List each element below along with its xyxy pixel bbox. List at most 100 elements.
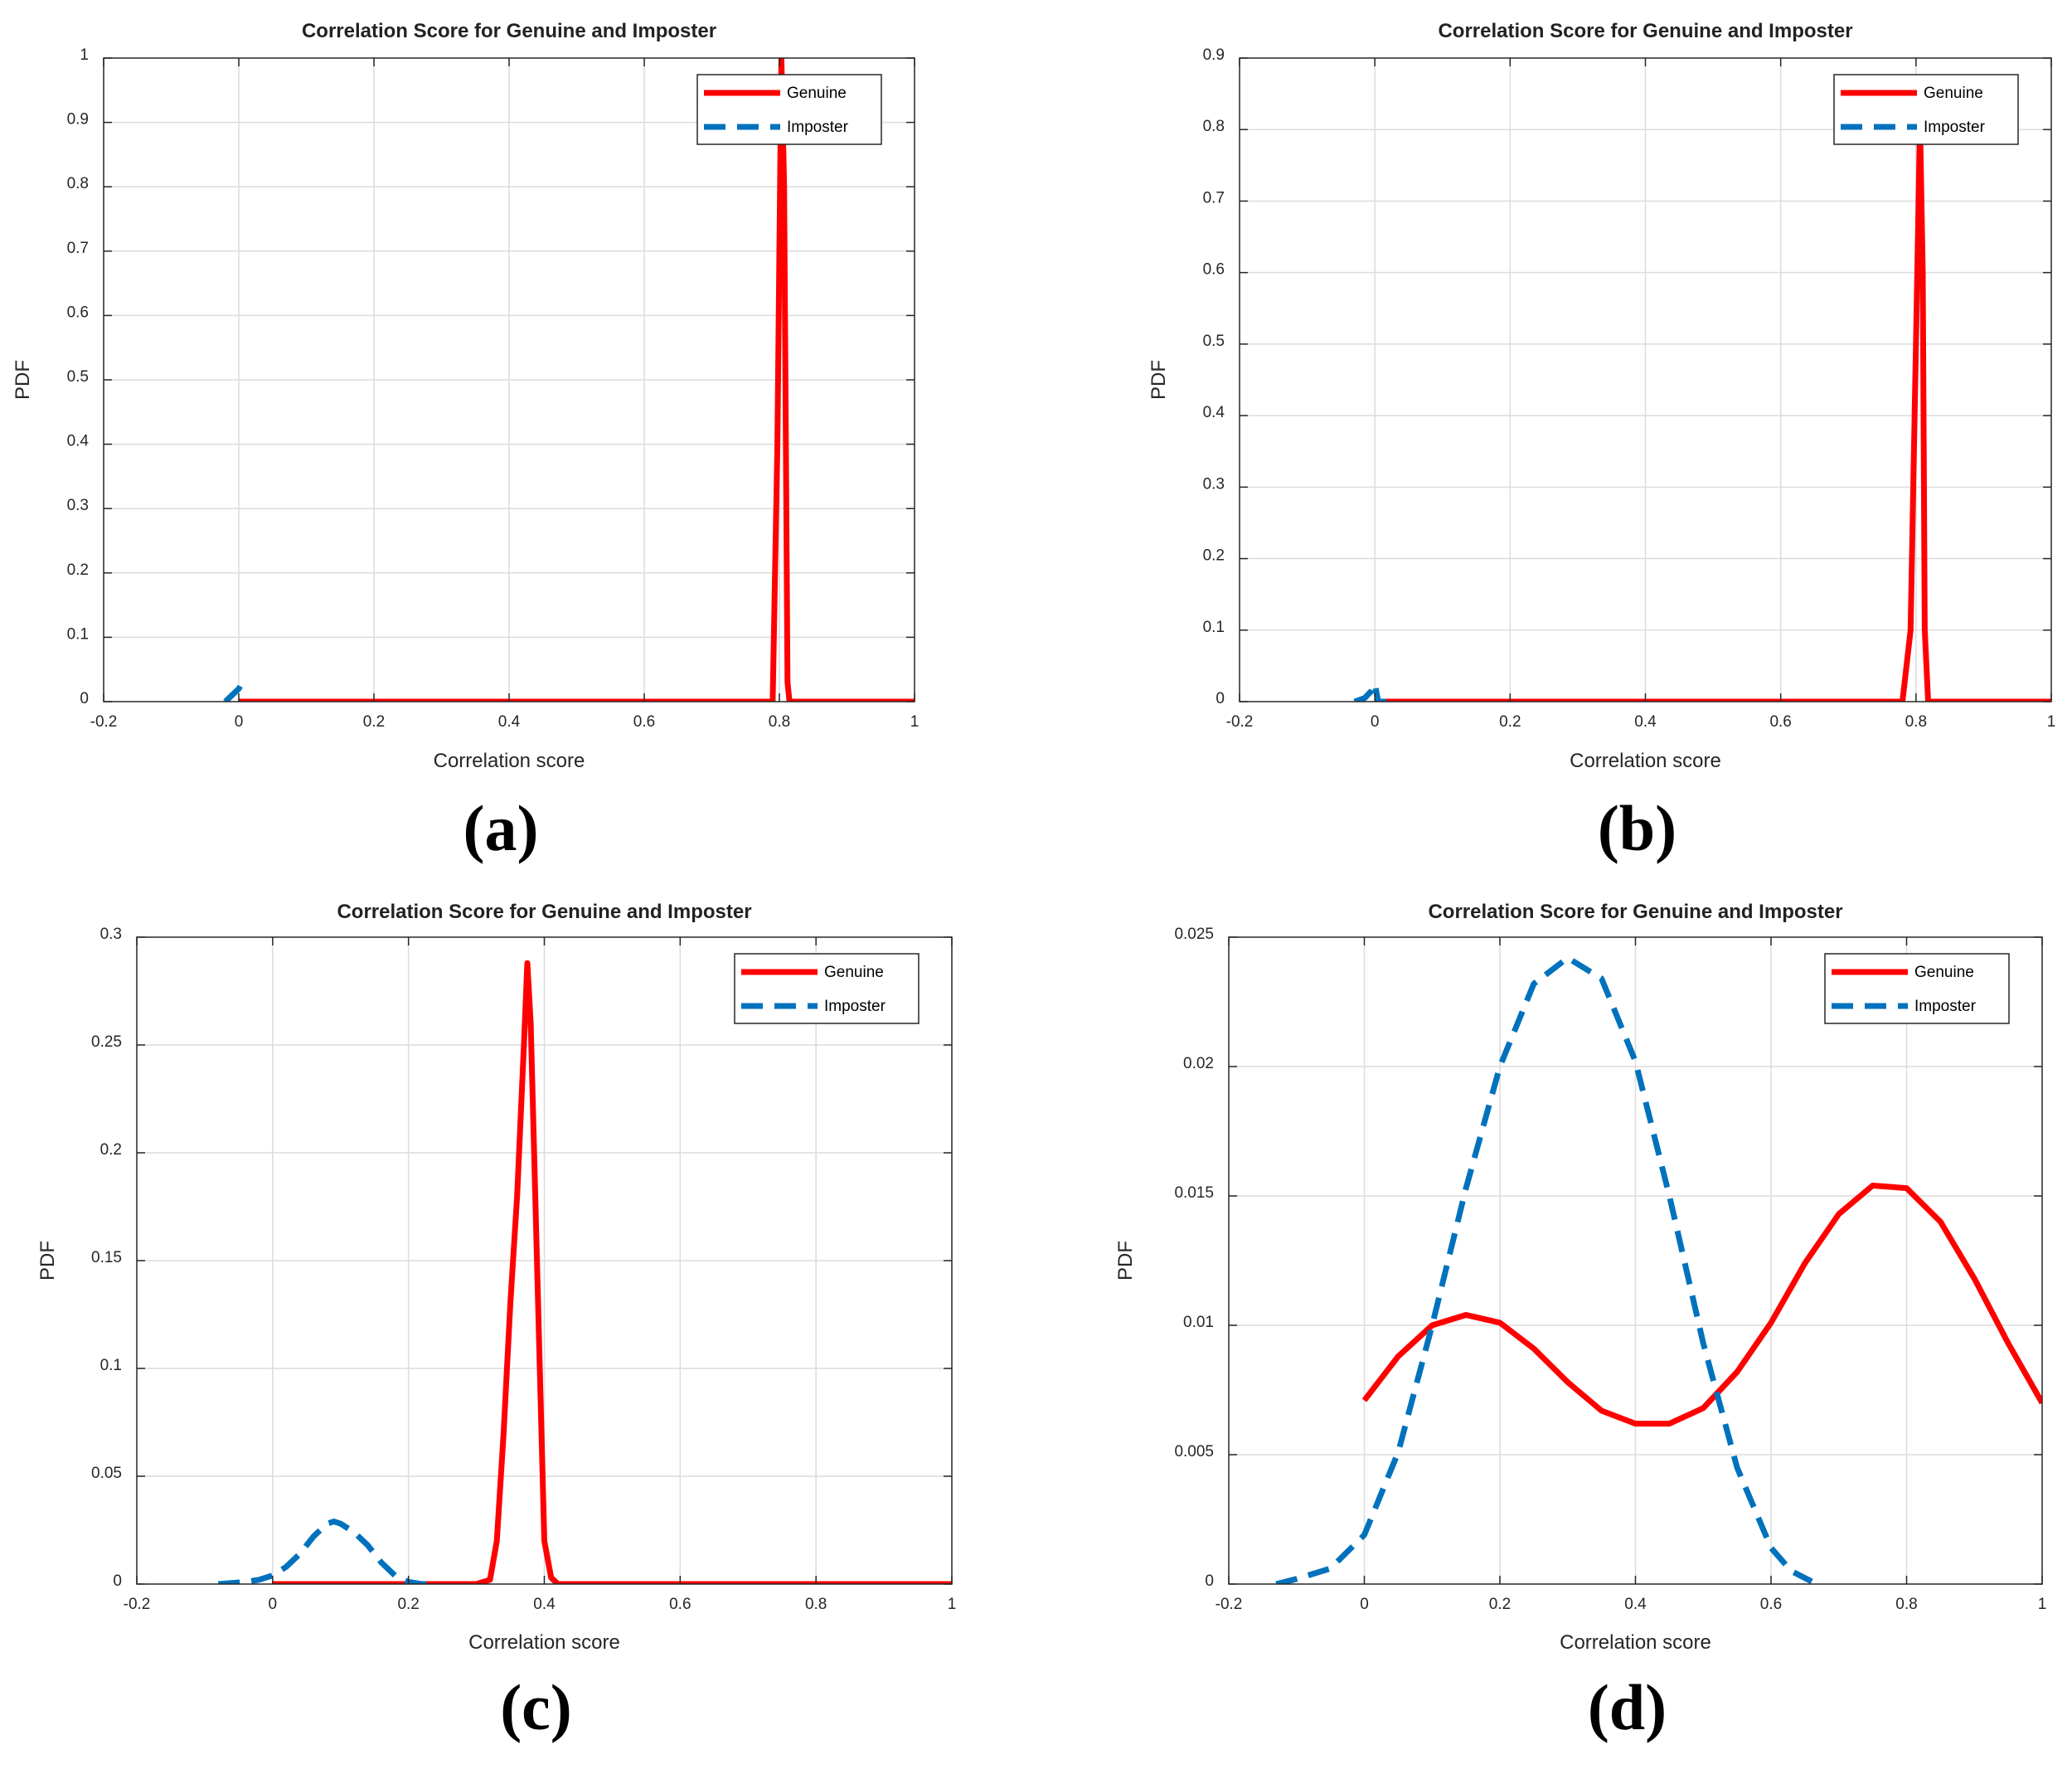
legend: Genuine Imposter	[734, 953, 920, 1024]
series-line-imposter	[1353, 680, 1395, 702]
y-tick-label: 0.6	[1203, 261, 1225, 279]
x-tick-label: 0.4	[533, 1596, 556, 1613]
y-tick-label: 0.15	[91, 1249, 122, 1266]
chart-panel-b: -0.2 0 0.2 0.4 0.6 0.8 100.10.20.30.40.50.60.7…	[1148, 20, 2055, 864]
y-tick-label: 0.01	[1183, 1314, 1214, 1331]
y-tick-label: 0.6	[67, 304, 89, 321]
panel-label: (d)	[1588, 1671, 1667, 1743]
x-tick-label: 0.2	[1499, 713, 1521, 731]
y-tick-label: 0.1	[100, 1357, 122, 1374]
y-tick-label: 0.2	[67, 561, 89, 579]
x-tick-label: 0.6	[669, 1596, 691, 1613]
x-tick-label: -0.2	[90, 713, 118, 731]
y-tick-label: 0.02	[1183, 1055, 1214, 1072]
x-tick-label: 0.2	[363, 713, 385, 731]
x-tick-label: 0	[269, 1596, 278, 1613]
legend-box	[696, 74, 882, 145]
x-tick-label: 0.4	[1624, 1596, 1647, 1613]
x-tick-label: 0	[235, 713, 244, 731]
x-tick-label: 0.8	[1895, 1596, 1917, 1613]
y-axis-label: PDF	[36, 1241, 59, 1281]
y-axis-label: PDF	[12, 360, 34, 400]
x-tick-label: 1	[2047, 713, 2056, 731]
x-tick-label: 1	[948, 1596, 957, 1613]
y-tick-label: 0.025	[1174, 926, 1214, 943]
y-tick-label: 0.7	[1203, 189, 1225, 207]
panel-label: (c)	[500, 1671, 572, 1743]
y-tick-label: 0.1	[67, 625, 89, 643]
legend-label-imposter: Imposter	[787, 119, 849, 136]
legend-label-genuine: Genuine	[1924, 85, 1983, 102]
y-tick-label: 0.005	[1174, 1443, 1214, 1460]
chart-panel-d: -0.2 0 0.2 0.4 0.6 0.8 100.0050.010.0150.020.0…	[1114, 901, 2046, 1743]
legend-label-genuine: Genuine	[787, 85, 847, 102]
x-tick-label: 0.6	[633, 713, 655, 731]
chart-title: Correlation Score for Genuine and Impost…	[1438, 20, 1852, 42]
y-tick-label: 0.3	[67, 497, 89, 514]
x-tick-label: 0.6	[1769, 713, 1791, 731]
y-tick-label: 0.05	[91, 1465, 122, 1482]
x-tick-label: 0	[1371, 713, 1380, 731]
y-tick-label: 0	[1216, 690, 1225, 707]
series-line-imposter	[218, 1519, 429, 1584]
y-tick-label: 0.8	[67, 175, 89, 192]
x-tick-label: 0.2	[1489, 1596, 1511, 1613]
y-tick-label: 0	[80, 690, 89, 707]
x-tick-label: 0.6	[1760, 1596, 1782, 1613]
y-tick-label: 0.015	[1174, 1184, 1214, 1202]
x-tick-label: 1	[910, 713, 920, 731]
legend-label-imposter: Imposter	[1924, 119, 1986, 136]
legend-box	[1824, 953, 2010, 1024]
legend-label-genuine: Genuine	[1914, 964, 1974, 981]
x-tick-label: 0.4	[498, 713, 521, 731]
y-tick-label: 0.4	[67, 433, 90, 450]
x-tick-label: -0.2	[124, 1596, 151, 1613]
y-tick-label: 0.3	[100, 926, 122, 943]
panel-label: (a)	[463, 792, 539, 864]
y-tick-label: 0.8	[1203, 118, 1225, 135]
y-tick-label: 0.9	[1203, 46, 1225, 64]
x-tick-label: 0.4	[1634, 713, 1657, 731]
y-tick-label: 0.2	[100, 1141, 122, 1159]
chart-title: Correlation Score for Genuine and Impost…	[302, 20, 716, 42]
y-tick-label: 0.5	[67, 368, 89, 386]
x-axis-label: Correlation score	[1570, 750, 1721, 772]
y-tick-label: 0	[113, 1572, 122, 1590]
chart-panel-c: -0.2 0 0.2 0.4 0.6 0.8 100.050.10.150.20.250.3…	[36, 901, 956, 1743]
legend: Genuine Imposter	[696, 74, 882, 145]
series-line-imposter	[1275, 955, 1813, 1584]
y-tick-label: 0.5	[1203, 333, 1225, 350]
panel-label: (b)	[1598, 792, 1677, 864]
series-line-genuine	[1361, 1183, 2042, 1427]
x-tick-label: -0.2	[1226, 713, 1254, 731]
x-tick-label: 0.2	[397, 1596, 419, 1613]
x-axis-label: Correlation score	[434, 750, 585, 772]
y-axis-label: PDF	[1148, 360, 1170, 400]
x-tick-label: 0	[1360, 1596, 1369, 1613]
legend-box	[734, 953, 920, 1024]
legend-label-genuine: Genuine	[824, 964, 884, 981]
series-line-genuine	[272, 960, 952, 1584]
chart-title: Correlation Score for Genuine and Impost…	[337, 901, 751, 923]
y-axis-label: PDF	[1114, 1241, 1137, 1281]
y-tick-label: 0.4	[1203, 404, 1225, 421]
y-tick-label: 0.9	[67, 111, 89, 129]
y-tick-label: 0	[1205, 1572, 1214, 1590]
x-tick-label: 0.8	[769, 713, 790, 731]
legend-box	[1833, 74, 2019, 145]
series-line-genuine	[1375, 119, 2051, 702]
x-axis-label: Correlation score	[1560, 1631, 1711, 1654]
y-tick-label: 0.2	[1203, 547, 1225, 565]
y-tick-label: 0.25	[91, 1033, 122, 1051]
legend: Genuine Imposter	[1833, 74, 2019, 145]
series-line-imposter	[223, 681, 245, 702]
chart-title: Correlation Score for Genuine and Impost…	[1428, 901, 1842, 923]
x-tick-label: 1	[2038, 1596, 2047, 1613]
legend-label-imposter: Imposter	[1914, 998, 1977, 1015]
x-tick-label: -0.2	[1216, 1596, 1243, 1613]
x-tick-label: 0.8	[1905, 713, 1927, 731]
y-tick-label: 1	[80, 46, 89, 64]
series-line-genuine	[239, 58, 915, 702]
